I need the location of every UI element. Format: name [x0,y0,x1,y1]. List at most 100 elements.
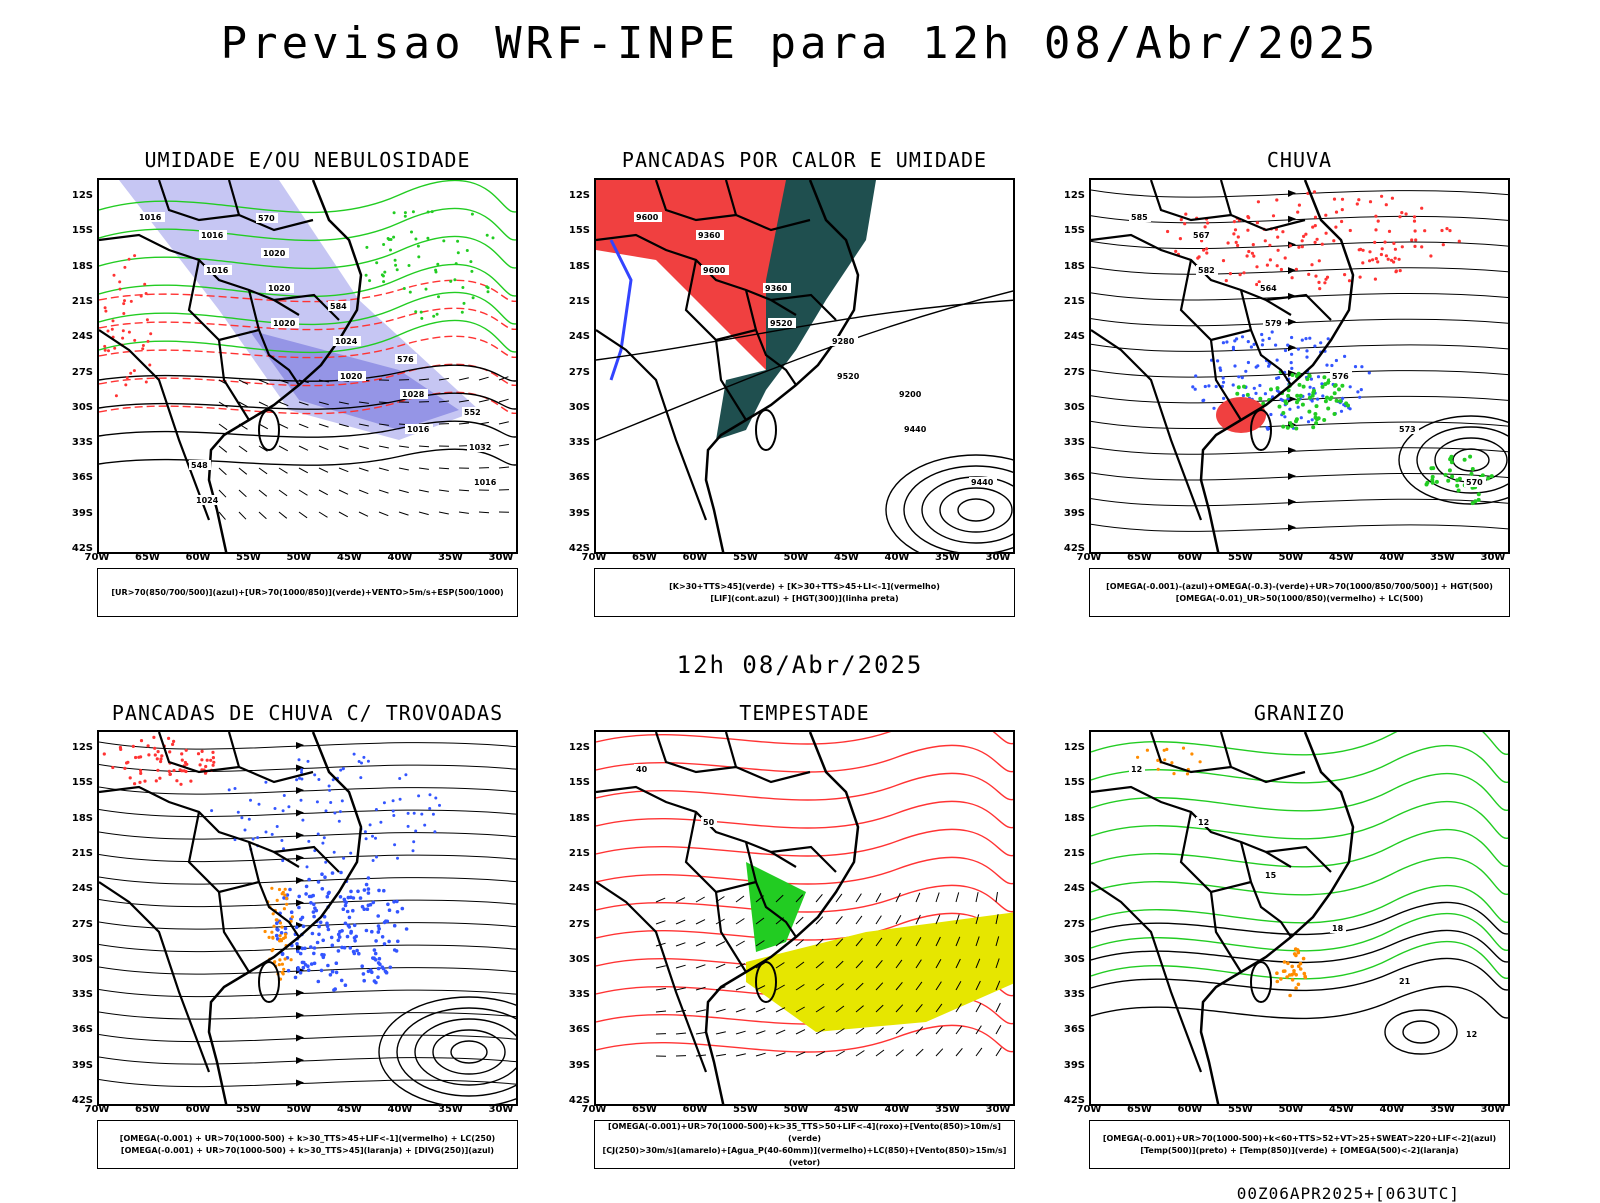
precip-cell [1410,238,1413,241]
precip-cell [204,765,207,768]
panel-legend: [K>30+TTS>45](verde) + [K>30+TTS>45+LI<-… [594,568,1015,617]
precip-cell [278,958,281,961]
panel-legend: [OMEGA(-0.001)+UR>70(1000-500)+k<60+TTS>… [1089,1120,1510,1169]
precip-cell [349,890,353,894]
precip-cell [1295,268,1298,271]
streamline-arrow [296,787,304,794]
latitude-tick-label: 15S [1057,777,1085,788]
precip-cell [405,927,409,931]
precip-cell [1356,202,1359,205]
precip-cell [1290,361,1293,364]
precip-cell [1276,359,1279,362]
streamline-arrow [296,832,304,839]
lagoon-outline [756,410,776,450]
latitude-tick-label: 27S [1057,919,1085,930]
precip-cell [132,745,135,748]
precip-cell [1281,411,1285,415]
precip-cell [107,349,110,352]
longitude-tick-label: 30W [1478,1104,1508,1115]
precip-cell [1276,980,1280,984]
precip-cell [1303,972,1307,976]
wind-vector [796,940,804,946]
wind-vector [379,512,388,516]
precip-cell [389,966,393,970]
precip-cell [1261,339,1264,342]
precip-cell [1354,365,1357,368]
precip-cell [323,875,327,879]
precip-cell [331,871,335,875]
precip-cell [1268,244,1271,247]
contour-label: 582 [1198,266,1215,275]
precip-cell [185,749,188,752]
precip-cell [344,904,348,908]
precip-cell [1202,249,1205,252]
wind-vector [399,512,409,515]
precip-cell [1337,387,1341,391]
latitude-tick-label: 15S [65,225,93,236]
wind-vector [856,1051,864,1057]
precip-cell [347,924,351,928]
wind-vector [219,424,227,430]
contour-label: 579 [1265,319,1282,328]
precip-cell [1241,376,1244,379]
precip-cell [382,280,385,283]
contour-label: 570 [1466,478,1483,487]
precip-cell [1222,341,1225,344]
precip-cell [426,237,429,240]
streamline-arrow [1288,524,1296,531]
precip-cell [392,814,395,817]
precip-cell [351,909,355,913]
wind-vector [836,916,842,924]
precip-cell [1163,758,1166,761]
precip-cell [1297,246,1300,249]
longitude-tick-label: 40W [385,1104,415,1115]
wind-vector [399,490,409,493]
precip-cell [320,953,324,957]
precip-cell [210,809,213,812]
state-border [1091,330,1201,520]
precip-cell [353,924,357,928]
precip-cell [282,968,285,971]
precip-cell [1290,973,1294,977]
precip-cell [1333,384,1337,388]
latitude-tick-label: 21S [65,848,93,859]
precip-cell [1305,349,1308,352]
precip-cell [143,283,146,286]
precip-cell [1317,375,1320,378]
contour-label: 576 [397,355,414,364]
precip-cell [1291,373,1295,377]
precip-cell [167,737,170,740]
wind-vector [359,468,369,471]
latitude-tick-label: 33S [65,989,93,1000]
wind-vector [936,893,939,903]
precip-cell [1490,474,1494,478]
panel-title: CHUVA [1069,148,1530,172]
precip-cell [1301,339,1304,342]
precip-cell [1281,230,1284,233]
precip-cell [122,329,125,332]
precip-cell [1356,390,1359,393]
precip-cell [175,779,178,782]
precip-cell [123,266,126,269]
precip-cell [1271,330,1274,333]
precip-cell [1399,269,1402,272]
precip-cell [337,949,341,953]
contour-label: 1016 [407,425,430,434]
precip-cell [1318,259,1321,262]
precip-cell [271,833,274,836]
precip-cell [404,211,407,214]
contour-label: 584 [330,302,347,311]
precip-cell [113,347,116,350]
precip-cell [1333,198,1336,201]
streamline [1091,447,1510,454]
precip-cell [1471,467,1475,471]
precip-cell [169,773,172,776]
precip-cell [1360,365,1363,368]
closed-contour [958,499,994,521]
wind-vector [916,915,920,924]
precip-cell [377,967,381,971]
precip-cell [1219,369,1222,372]
precip-cell [179,783,182,786]
